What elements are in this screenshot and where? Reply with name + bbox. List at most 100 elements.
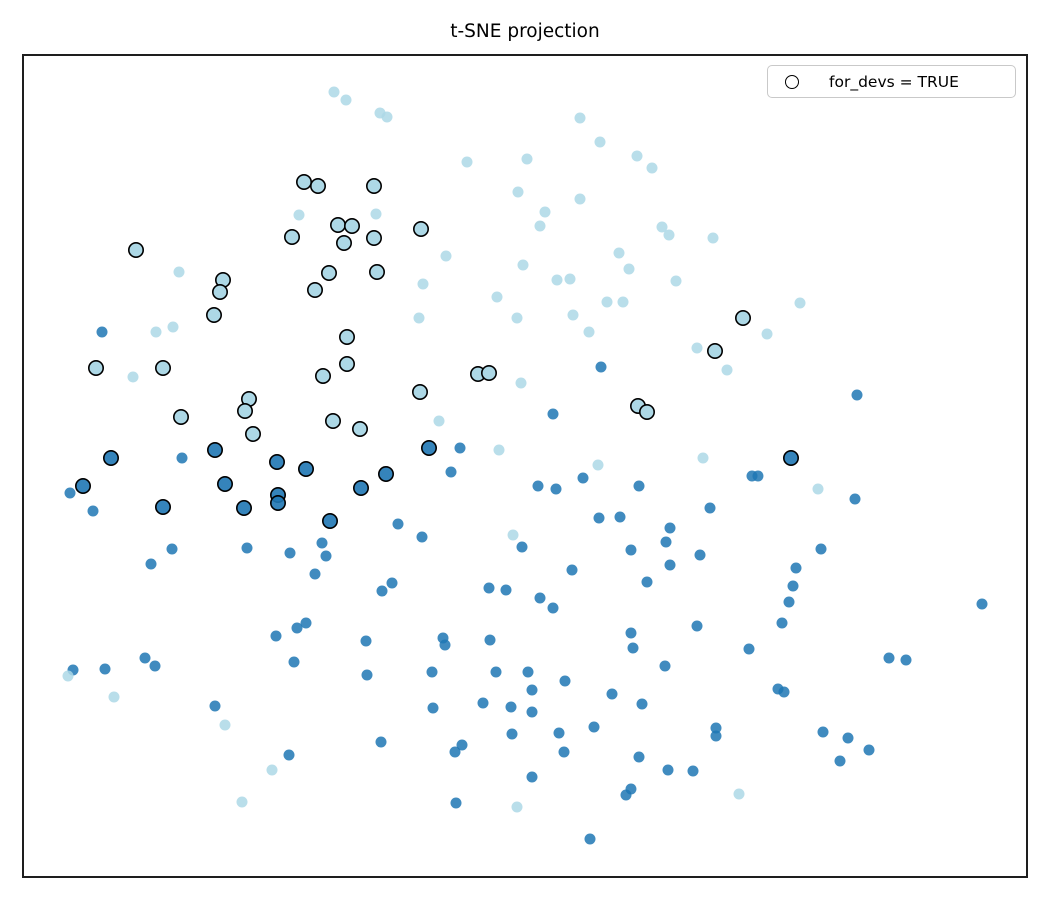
scatter-point [623, 263, 635, 275]
scatter-point [625, 627, 637, 639]
scatter-point [574, 193, 586, 205]
scatter-point [551, 274, 563, 286]
scatter-point [614, 511, 626, 523]
scatter-point [295, 174, 312, 191]
scatter-point [338, 328, 355, 345]
scatter-point [328, 86, 340, 98]
scatter-point [236, 796, 248, 808]
scatter-point [547, 408, 559, 420]
legend: for_devs = TRUE [767, 65, 1016, 98]
scatter-point [291, 622, 303, 634]
scatter-point [601, 296, 613, 308]
scatter-point [445, 466, 457, 478]
scatter-point [237, 402, 254, 419]
scatter-point [721, 364, 733, 376]
scatter-point [269, 494, 286, 511]
scatter-point [450, 797, 462, 809]
scatter-point [564, 273, 576, 285]
scatter-point [566, 564, 578, 576]
scatter-point [559, 675, 571, 687]
scatter-point [433, 415, 445, 427]
scatter-point [266, 764, 278, 776]
scatter-point [377, 465, 394, 482]
scatter-point [268, 453, 285, 470]
scatter-point [606, 688, 618, 700]
scatter-point [365, 230, 382, 247]
scatter-point [320, 264, 337, 281]
scatter-point [309, 568, 321, 580]
scatter-point [516, 541, 528, 553]
scatter-point [691, 342, 703, 354]
scatter-point [787, 580, 799, 592]
scatter-point [283, 749, 295, 761]
scatter-point [439, 639, 451, 651]
scatter-point [127, 371, 139, 383]
scatter-point [209, 700, 221, 712]
scatter-point [550, 483, 562, 495]
scatter-point [351, 420, 368, 437]
scatter-point [206, 306, 223, 323]
scatter-point [782, 449, 799, 466]
scatter-point [155, 359, 172, 376]
scatter-point [834, 755, 846, 767]
scatter-point [145, 558, 157, 570]
scatter-point [491, 291, 503, 303]
scatter-point [752, 470, 764, 482]
scatter-point [617, 296, 629, 308]
scatter-point [656, 221, 668, 233]
scatter-point [842, 732, 854, 744]
scatter-point [660, 536, 672, 548]
scatter-point [461, 156, 473, 168]
scatter-point [176, 452, 188, 464]
scatter-point [592, 459, 604, 471]
chart-title: t-SNE projection [450, 21, 600, 42]
legend-label: for_devs = TRUE [829, 72, 959, 91]
scatter-point [849, 493, 861, 505]
scatter-point [588, 721, 600, 733]
scatter-point [484, 634, 496, 646]
scatter-point [427, 702, 439, 714]
scatter-point [815, 543, 827, 555]
scatter-point [733, 788, 745, 800]
scatter-point [64, 487, 76, 499]
scatter-point [641, 576, 653, 588]
scatter-point [778, 686, 790, 698]
scatter-point [812, 483, 824, 495]
scatter-point [329, 217, 346, 234]
scatter-point [360, 635, 372, 647]
scatter-point [706, 342, 723, 359]
scatter-point [316, 537, 328, 549]
scatter-point [636, 698, 648, 710]
scatter-point [863, 744, 875, 756]
scatter-point [900, 654, 912, 666]
scatter-point [293, 209, 305, 221]
scatter-point [207, 441, 224, 458]
scatter-point [320, 550, 332, 562]
scatter-point [593, 512, 605, 524]
scatter-point [155, 498, 172, 515]
scatter-point [149, 660, 161, 672]
scatter-point [166, 543, 178, 555]
scatter-point [694, 549, 706, 561]
scatter-point [761, 328, 773, 340]
scatter-point [851, 389, 863, 401]
scatter-point [236, 499, 253, 516]
scatter-point [456, 739, 468, 751]
scatter-point [173, 408, 190, 425]
scatter-point [743, 643, 755, 655]
scatter-point [817, 726, 829, 738]
scatter-point [662, 764, 674, 776]
scatter-point [663, 229, 675, 241]
scatter-point [386, 577, 398, 589]
scatter-point [314, 367, 331, 384]
scatter-point [417, 278, 429, 290]
scatter-point [212, 283, 229, 300]
scatter-point [522, 666, 534, 678]
scatter-point [324, 412, 341, 429]
scatter-point [370, 208, 382, 220]
scatter-point [306, 281, 323, 298]
scatter-point [507, 529, 519, 541]
scatter-point [426, 666, 438, 678]
scatter-point [659, 660, 671, 672]
